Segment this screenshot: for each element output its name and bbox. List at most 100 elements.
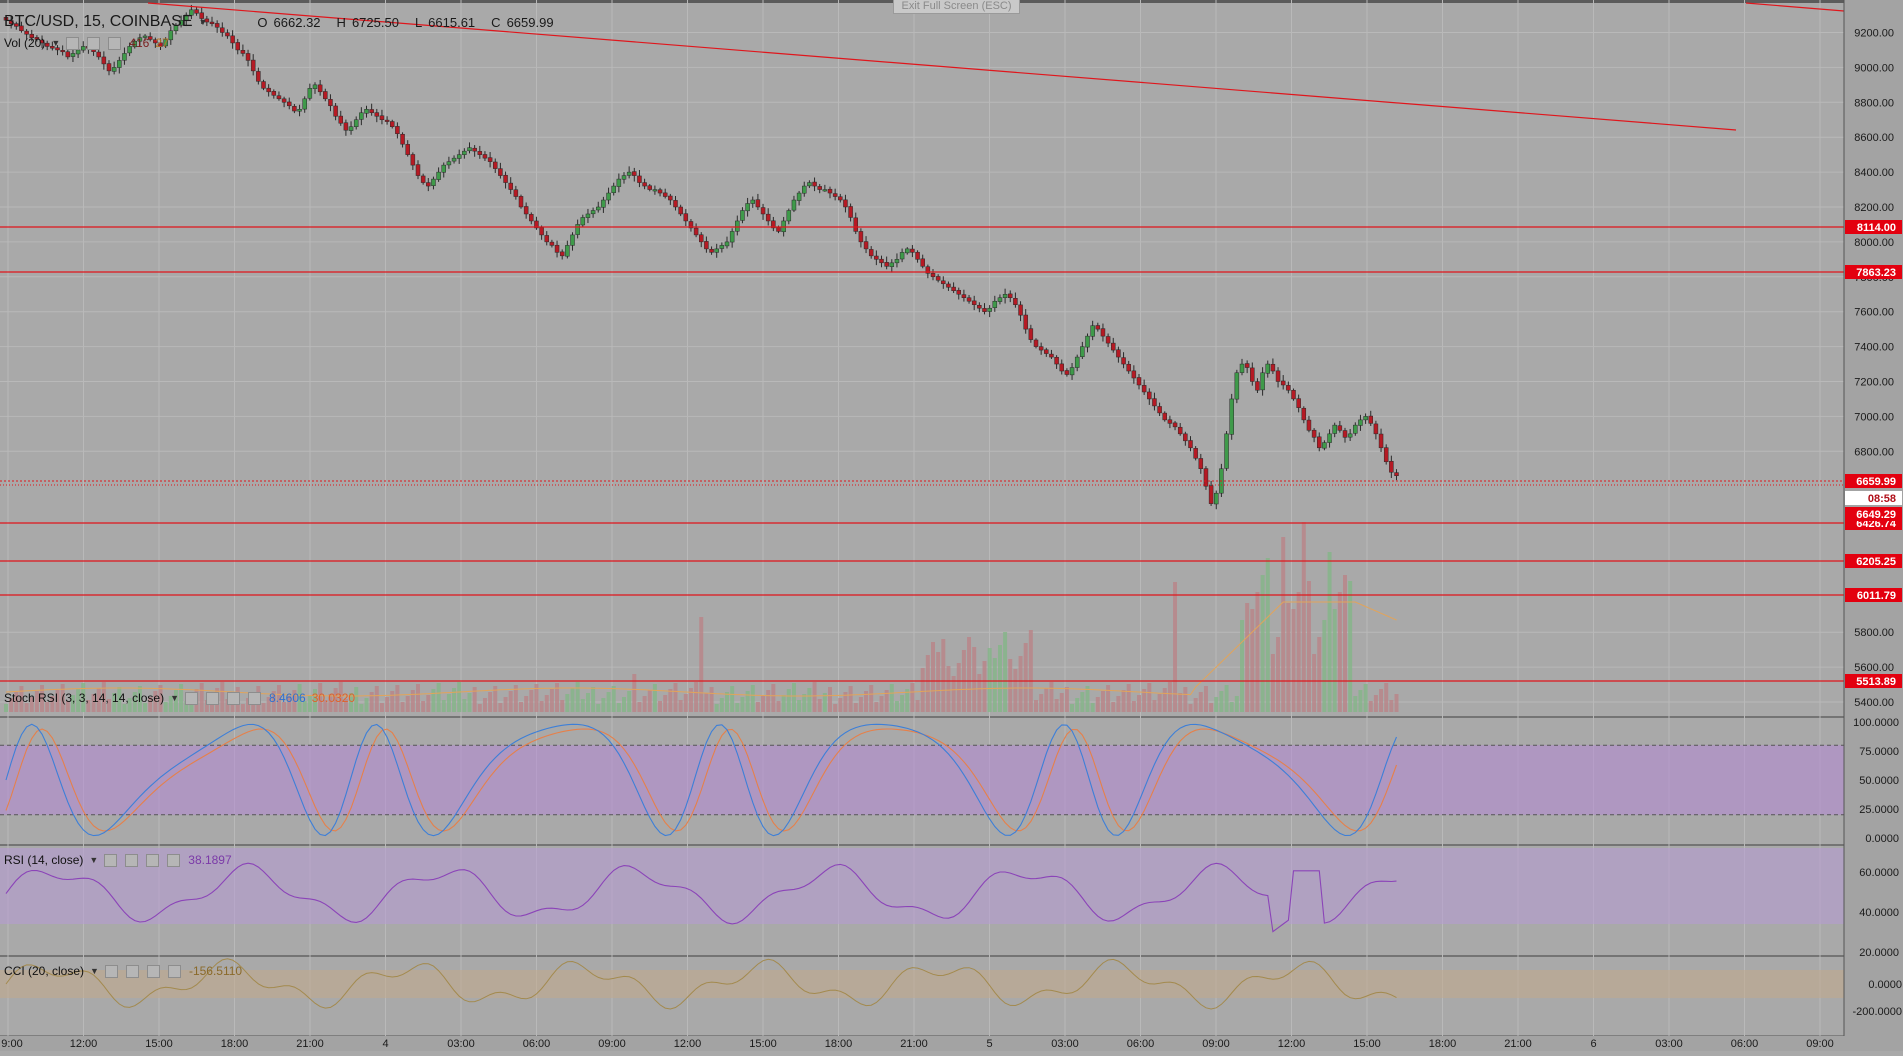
volume-ma-value: 27: [155, 36, 169, 50]
stoch-tick-label: 75.0000: [1859, 746, 1899, 758]
chevron-down-icon[interactable]: ▼: [51, 38, 61, 48]
settings-icon[interactable]: [87, 36, 101, 50]
candle-body: [101, 56, 107, 65]
eye-icon[interactable]: [66, 36, 80, 50]
candle-body: [1157, 406, 1162, 414]
settings-icon[interactable]: [206, 691, 219, 705]
close-icon[interactable]: [167, 853, 181, 867]
candle-body: [1095, 325, 1101, 330]
time-tick-label: 03:00: [1051, 1038, 1079, 1050]
candle-body: [194, 9, 199, 14]
candle-body: [755, 199, 761, 208]
volume-bar: [441, 700, 446, 712]
volume-bar: [678, 700, 683, 712]
volume-bar: [642, 696, 647, 712]
chevron-down-icon[interactable]: ▼: [90, 966, 99, 976]
volume-bar: [704, 693, 709, 712]
settings-icon[interactable]: [125, 853, 139, 867]
candle-body: [1291, 389, 1296, 400]
volume-bar: [709, 687, 714, 712]
cci-label[interactable]: CCI (20, close): [4, 964, 85, 978]
volume-bar: [1054, 699, 1059, 712]
candle-body: [590, 210, 596, 215]
ohlc-open-key: O: [257, 14, 268, 30]
candle-body: [765, 213, 771, 222]
level-price-label-text: 6011.79: [1857, 590, 1896, 602]
volume-bar: [647, 690, 652, 712]
candle-body: [1317, 436, 1322, 449]
volume-label[interactable]: Vol (20): [4, 36, 46, 50]
volume-bar: [936, 652, 941, 712]
candle-body: [1064, 370, 1070, 375]
countdown-label: 08:58: [1845, 491, 1902, 505]
candle-body: [822, 189, 828, 192]
volume-bar: [797, 700, 802, 712]
volume-bar: [1003, 632, 1008, 712]
eye-icon[interactable]: [104, 964, 118, 978]
close-icon[interactable]: [167, 964, 181, 978]
exit-fullscreen-button[interactable]: Exit Full Screen (ESC): [893, 0, 1020, 14]
volume-bar: [910, 683, 915, 712]
symbol-title[interactable]: BTC/USD, 15, COINBASE: [4, 13, 193, 30]
volume-bar: [1064, 687, 1069, 712]
candle-body: [281, 98, 287, 103]
volume-bar: [163, 702, 168, 712]
candle-body: [245, 53, 251, 61]
price-tick-label: 8800.00: [1854, 97, 1894, 109]
volume-bar: [271, 691, 276, 712]
close-icon[interactable]: [108, 36, 122, 50]
candle-body: [400, 133, 405, 145]
volume-bar: [544, 695, 549, 712]
volume-bar: [240, 704, 245, 712]
time-tick-label: 15:00: [749, 1038, 777, 1050]
candle-body: [276, 95, 282, 100]
volume-bar: [472, 687, 477, 712]
volume-bar: [606, 692, 611, 712]
candle-body: [714, 248, 719, 253]
volume-bar: [328, 694, 333, 712]
candle-body: [760, 207, 766, 215]
settings-icon[interactable]: [125, 964, 139, 978]
volume-bar: [19, 686, 24, 712]
volume-bar: [266, 697, 271, 712]
candle-body: [992, 300, 998, 308]
add-icon[interactable]: [146, 964, 160, 978]
candle-body: [1378, 433, 1384, 449]
add-icon[interactable]: [227, 691, 240, 705]
candle-body: [379, 115, 385, 121]
candle-body: [147, 36, 153, 40]
candle-body: [75, 49, 81, 55]
volume-bar: [766, 690, 771, 712]
eye-icon[interactable]: [104, 853, 118, 867]
candle-body: [1002, 294, 1008, 298]
current-price-label: 6659.99: [1845, 474, 1902, 488]
candle-body: [29, 33, 34, 38]
stoch-tick-label: 100.0000: [1853, 717, 1899, 729]
candle-body: [1033, 339, 1039, 347]
rsi-label[interactable]: RSI (14, close): [4, 853, 84, 867]
chevron-down-icon[interactable]: ▼: [170, 693, 179, 703]
candle-body: [1342, 430, 1348, 438]
time-tick-label: 5: [986, 1038, 992, 1050]
rsi-tick-label: 20.0000: [1859, 947, 1899, 959]
close-icon[interactable]: [248, 691, 261, 705]
chevron-down-icon[interactable]: ▼: [89, 855, 99, 865]
volume-bar: [261, 703, 266, 712]
level-price-label-text: 5513.89: [1856, 676, 1896, 688]
volume-bar: [76, 689, 81, 712]
volume-bar: [591, 687, 596, 712]
candle-body: [827, 188, 833, 194]
stoch-rsi-label[interactable]: Stoch RSI (3, 3, 14, 14, close): [4, 691, 165, 705]
chevron-down-icon[interactable]: ▼: [198, 17, 208, 27]
candle-body: [137, 37, 143, 42]
candle-body: [796, 192, 802, 201]
volume-bar: [338, 682, 343, 712]
volume-bar: [1137, 695, 1141, 712]
eye-icon[interactable]: [185, 691, 198, 705]
volume-bar: [807, 688, 812, 712]
candle-body: [117, 60, 122, 68]
volume-bar: [1224, 685, 1229, 712]
add-icon[interactable]: [146, 853, 160, 867]
